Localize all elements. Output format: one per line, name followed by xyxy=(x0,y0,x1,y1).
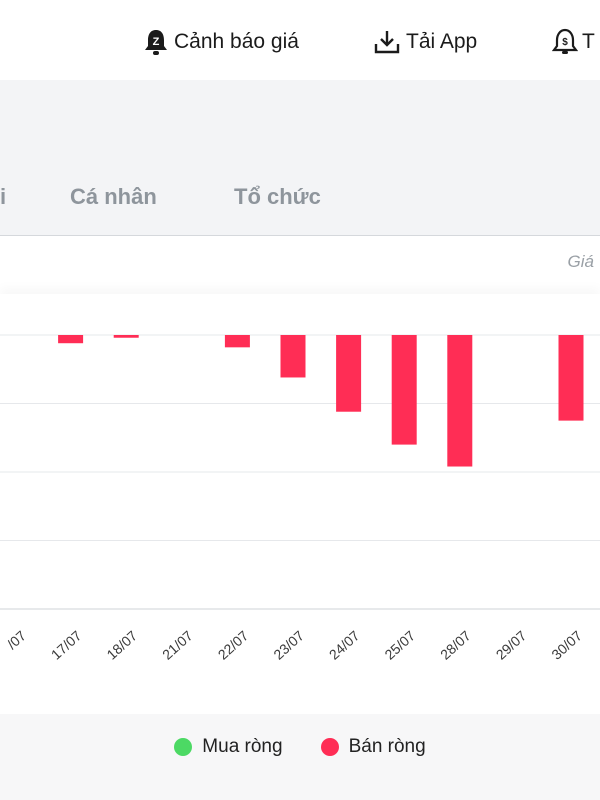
top-bar: Z Cảnh báo giá Tải App $ T xyxy=(0,0,600,80)
price-alert-button[interactable]: Z Cảnh báo giá xyxy=(142,26,299,58)
legend-item-buy[interactable]: Mua ròng xyxy=(174,736,283,758)
download-icon xyxy=(374,31,400,54)
legend-label-sell: Bán ròng xyxy=(348,736,426,757)
bar-sell-25-07[interactable] xyxy=(391,335,417,445)
legend-item-sell[interactable]: Bán ròng xyxy=(320,736,426,758)
x-tick-label: 30/07 xyxy=(548,627,585,662)
x-tick-label: 23/07 xyxy=(270,627,307,662)
price-alert-label: Cảnh báo giá xyxy=(174,30,299,53)
bell-icon: Z xyxy=(145,30,167,55)
bar-sell-18-07[interactable] xyxy=(113,335,139,338)
download-app-button[interactable]: Tải App xyxy=(372,26,477,58)
x-tick-label: 17/07 xyxy=(48,627,85,662)
partial-header-label: T xyxy=(582,30,595,53)
bar-sell-24-07[interactable] xyxy=(336,335,362,412)
x-tick-label: /07 xyxy=(4,627,29,652)
tab-institution[interactable]: Tổ chức xyxy=(234,184,321,209)
bar-sell-23-07[interactable] xyxy=(280,335,306,378)
filter-row xyxy=(0,236,600,292)
download-app-label: Tải App xyxy=(406,30,478,53)
bar-sell-28-07[interactable] xyxy=(447,335,473,467)
svg-text:$: $ xyxy=(562,37,568,48)
legend-dot-buy xyxy=(174,738,193,756)
legend-label-buy: Mua ròng xyxy=(202,736,283,757)
svg-text:Z: Z xyxy=(153,36,160,48)
legend-background xyxy=(0,714,600,800)
tab-divider xyxy=(0,235,600,236)
x-tick-label: 18/07 xyxy=(103,627,140,662)
x-tick-label: 25/07 xyxy=(381,627,418,662)
x-tick-label: 28/07 xyxy=(437,627,474,662)
x-tick-label: 29/07 xyxy=(493,627,530,662)
bar-sell-17-07[interactable] xyxy=(58,335,84,344)
bar-sell-22-07[interactable] xyxy=(224,335,250,348)
tab-individual[interactable]: Cá nhân xyxy=(70,184,157,209)
tabs-background xyxy=(0,80,600,238)
x-tick-label: 21/07 xyxy=(159,627,196,662)
tab-partial[interactable]: i xyxy=(0,184,7,209)
bar-sell-30-07[interactable] xyxy=(558,335,584,421)
filter-hint: Giá xyxy=(567,252,594,271)
bell-dollar-icon: $ xyxy=(552,28,578,54)
chart-legend: Mua ròng Bán ròng xyxy=(0,734,600,760)
legend-dot-sell xyxy=(320,738,339,756)
x-tick-label: 24/07 xyxy=(326,627,363,662)
x-tick-label: 22/07 xyxy=(215,627,252,662)
partial-header-item[interactable]: $ T xyxy=(552,26,595,58)
